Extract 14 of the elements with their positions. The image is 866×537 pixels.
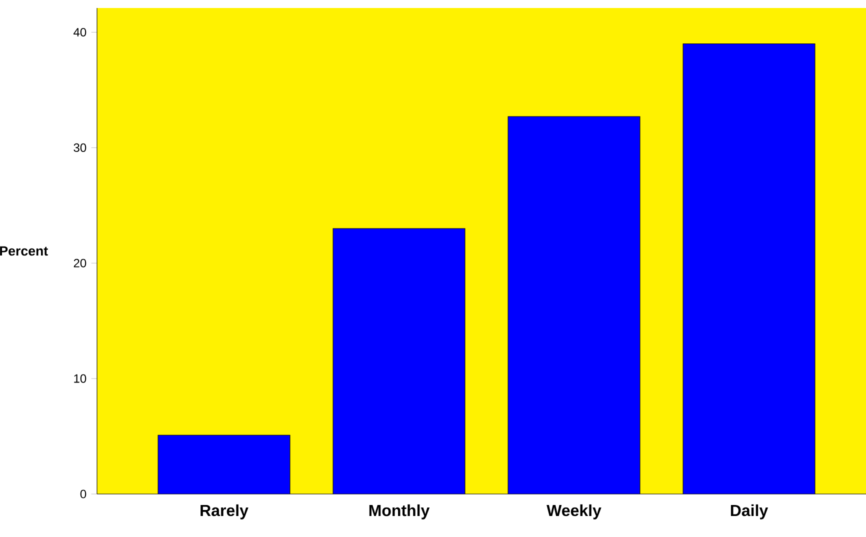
y-tick-label: 30 <box>74 143 86 152</box>
x-tick-label: Weekly <box>546 504 602 520</box>
bar <box>158 435 290 494</box>
bar <box>508 116 640 494</box>
bar <box>333 228 465 494</box>
x-tick-label: Daily <box>730 504 768 520</box>
y-tick-label: 10 <box>74 374 86 383</box>
x-tick-label: Rarely <box>200 504 248 520</box>
x-tick-label: Monthly <box>369 504 430 520</box>
y-tick-label: 40 <box>74 28 86 36</box>
y-axis-title: Percent <box>0 246 48 256</box>
y-tick-label: 0 <box>80 490 86 498</box>
bar <box>682 44 816 494</box>
y-tick-label: 20 <box>74 258 86 268</box>
